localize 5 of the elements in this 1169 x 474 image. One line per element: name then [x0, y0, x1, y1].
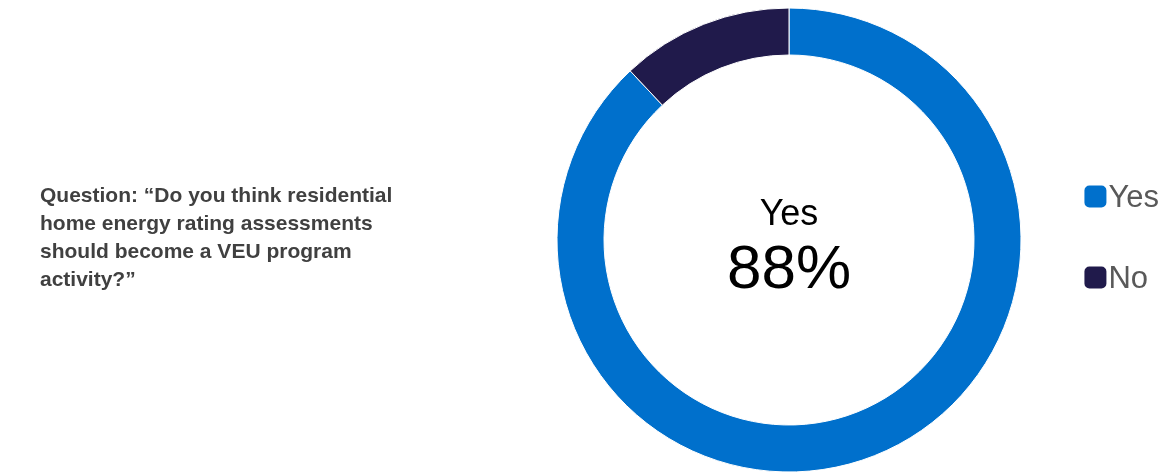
text: Question: “Do you think residential home energy rating assessments should become a VEU program activity?” — [40, 182, 399, 290]
legend-label: No — [1108, 260, 1149, 295]
slice-label: Yes — [759, 191, 819, 233]
data-label: 88% — [726, 231, 852, 301]
legend-label: Yes — [1108, 179, 1160, 214]
